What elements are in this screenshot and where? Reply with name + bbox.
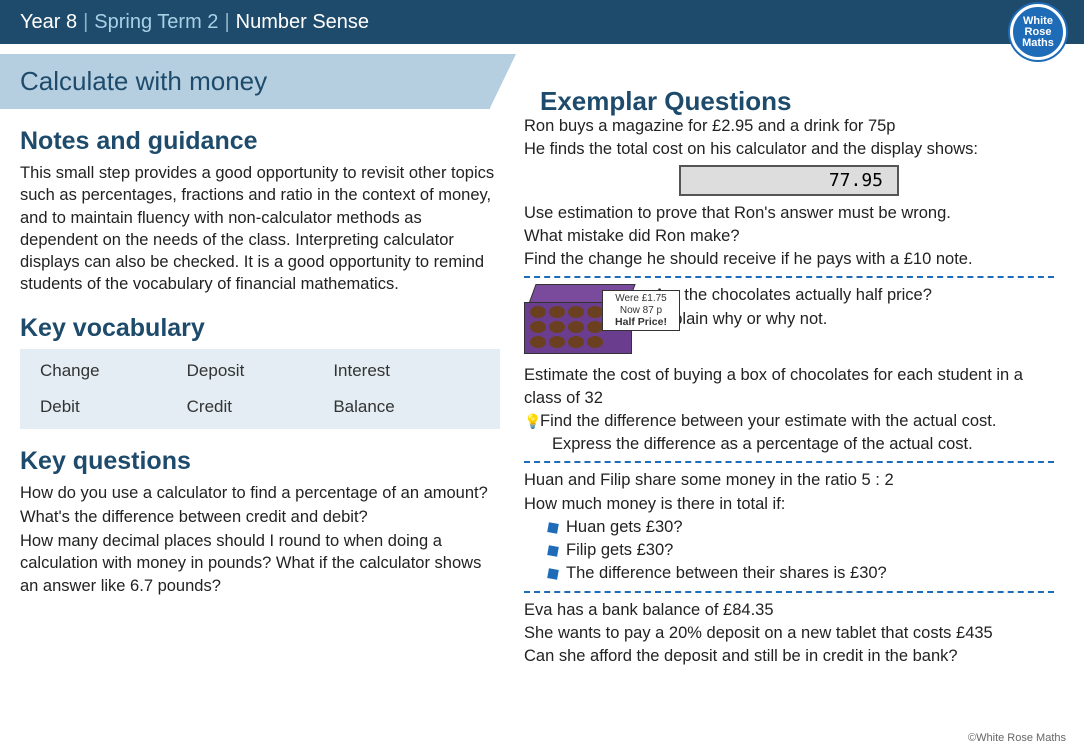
exemplar-text: What mistake did Ron make? [524, 225, 1054, 247]
exemplar-text: Explain why or why not. [654, 308, 932, 330]
bullet-item: Huan gets £30? [524, 516, 1054, 538]
page-title: Calculate with money [0, 54, 490, 109]
vocab-item: Balance [333, 397, 480, 417]
price-line: Now 87 p [605, 305, 677, 317]
logo-badge: White Rose Maths [1010, 4, 1066, 60]
logo-line: Maths [1022, 38, 1054, 49]
exemplar-heading: Exemplar Questions [540, 86, 791, 117]
header-term: Spring Term 2 [94, 11, 218, 34]
exemplar-text: Are the chocolates actually half price? [654, 284, 932, 306]
divider [524, 461, 1054, 463]
key-question: What's the difference between credit and… [20, 506, 500, 528]
vocab-heading: Key vocabulary [20, 314, 500, 343]
vocab-table: Change Deposit Interest Debit Credit Bal… [20, 349, 500, 429]
exemplar-text: How much money is there in total if: [524, 493, 1054, 515]
bullet-icon [547, 545, 559, 557]
exemplar-text: Find the change he should receive if he … [524, 248, 1054, 270]
keyq-heading: Key questions [20, 447, 500, 476]
separator: | [83, 11, 88, 34]
exemplar-text: Can she afford the deposit and still be … [524, 645, 1054, 667]
calculator-display: 77.95 [679, 165, 899, 196]
exemplar-text: Eva has a bank balance of £84.35 [524, 599, 1054, 621]
exemplar-text: Use estimation to prove that Ron's answe… [524, 202, 1054, 224]
vocab-item: Deposit [187, 361, 334, 381]
price-line: Were £1.75 [605, 293, 677, 305]
bullet-icon [547, 522, 559, 534]
divider [524, 276, 1054, 278]
vocab-item: Interest [333, 361, 480, 381]
exemplar-text: Huan and Filip share some money in the r… [524, 469, 1054, 491]
page-header: Year 8 | Spring Term 2 | Number Sense [0, 0, 1084, 44]
logo-line: White [1023, 16, 1053, 27]
separator: | [224, 11, 229, 34]
bullet-text: Filip gets £30? [566, 541, 673, 559]
bullet-icon [547, 568, 559, 580]
bullet-item: Filip gets £30? [524, 539, 1054, 561]
notes-body: This small step provides a good opportun… [20, 162, 500, 296]
bullet-text: The difference between their shares is £… [566, 564, 887, 582]
divider [524, 591, 1054, 593]
chocolate-label: Fine Chocolates [528, 357, 579, 364]
copyright: ©White Rose Maths [968, 732, 1066, 744]
vocab-item: Credit [187, 397, 334, 417]
bullet-item: The difference between their shares is £… [524, 562, 1054, 584]
key-question: How do you use a calculator to find a pe… [20, 482, 500, 504]
lightbulb-icon: 💡 [524, 412, 540, 431]
exemplar-text: Estimate the cost of buying a box of cho… [524, 364, 1054, 409]
key-question: How many decimal places should I round t… [20, 530, 500, 597]
price-line: Half Price! [605, 316, 677, 328]
logo-line: Rose [1025, 27, 1052, 38]
vocab-item: Debit [40, 397, 187, 417]
vocab-item: Change [40, 361, 187, 381]
exemplar-text-span: Find the difference between your estimat… [540, 412, 996, 430]
exemplar-text: Ron buys a magazine for £2.95 and a drin… [524, 115, 1054, 137]
header-topic: Number Sense [236, 11, 369, 34]
exemplar-text: 💡Find the difference between your estima… [524, 410, 1054, 432]
chocolate-box-graphic: Fine Chocolates Were £1.75 Now 87 p Half… [524, 284, 644, 364]
exemplar-text: Express the difference as a percentage o… [524, 433, 1054, 455]
notes-heading: Notes and guidance [20, 127, 500, 156]
exemplar-text: He finds the total cost on his calculato… [524, 138, 1054, 160]
exemplar-text: She wants to pay a 20% deposit on a new … [524, 622, 1054, 644]
header-year: Year 8 [20, 11, 77, 34]
price-tag: Were £1.75 Now 87 p Half Price! [602, 290, 680, 331]
bullet-text: Huan gets £30? [566, 518, 683, 536]
